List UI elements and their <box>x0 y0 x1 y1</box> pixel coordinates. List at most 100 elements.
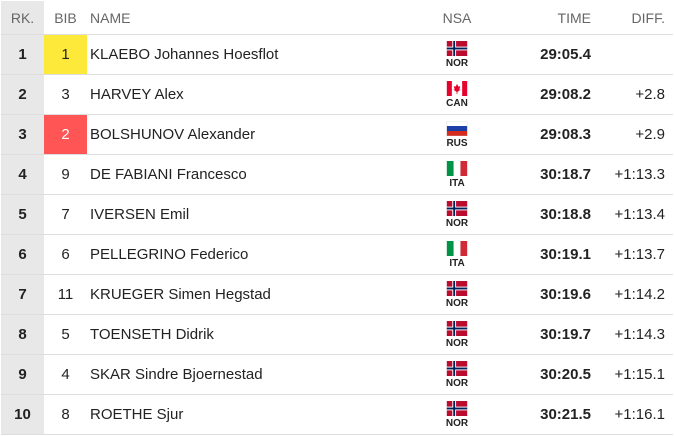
nsa-code: NOR <box>445 57 469 69</box>
time: 30:19.1 <box>487 234 593 275</box>
result-row: 3 2 BOLSHUNOV Alexander RUS 29:08.3 +2.9 <box>1 114 673 155</box>
athlete-name: BOLSHUNOV Alexander <box>87 114 427 155</box>
athlete-name: KLAEBO Johannes Hoesflot <box>87 34 427 75</box>
use <box>447 241 468 256</box>
nsa-code: RUS <box>446 137 468 149</box>
result-row: 6 6 PELLEGRINO Federico ITA 30:19.1 +1:13.7 <box>1 234 673 275</box>
time: 30:19.6 <box>487 274 593 315</box>
nsa-cell: CAN <box>427 74 487 115</box>
athlete-name: DE FABIANI Francesco <box>87 154 427 195</box>
use <box>447 41 468 56</box>
athlete-name: PELLEGRINO Federico <box>87 234 427 275</box>
athlete-name: TOENSETH Didrik <box>87 314 427 355</box>
rank: 7 <box>1 274 44 315</box>
rank: 3 <box>1 114 44 155</box>
diff: +1:14.3 <box>593 314 673 355</box>
time: 30:18.7 <box>487 154 593 195</box>
diff: +1:13.3 <box>593 154 673 195</box>
use <box>447 401 468 416</box>
diff: +1:13.7 <box>593 234 673 275</box>
athlete-name: SKAR Sindre Bjoernestad <box>87 354 427 395</box>
athlete-name: KRUEGER Simen Hegstad <box>87 274 427 315</box>
result-row: 8 5 TOENSETH Didrik NOR 30:19.7 +1:14.3 <box>1 314 673 355</box>
use <box>447 201 468 216</box>
use <box>447 121 468 136</box>
rank: 5 <box>1 194 44 235</box>
rank: 9 <box>1 354 44 395</box>
result-row: 10 8 ROETHE Sjur NOR 30:21.5 +1:16.1 <box>1 394 673 435</box>
flag-icon <box>445 401 469 416</box>
bib: 6 <box>44 234 87 275</box>
time: 29:08.2 <box>487 74 593 115</box>
nsa-code: ITA <box>449 257 465 269</box>
diff <box>593 34 673 75</box>
nsa-code: ITA <box>449 177 465 189</box>
time: 29:05.4 <box>487 34 593 75</box>
rank: 2 <box>1 74 44 115</box>
nsa-code: CAN <box>446 97 468 109</box>
nsa-code: NOR <box>445 217 469 229</box>
flag-icon <box>445 321 469 336</box>
rank: 8 <box>1 314 44 355</box>
result-row: 4 9 DE FABIANI Francesco ITA 30:18.7 +1:13.3 <box>1 154 673 195</box>
nsa-cell: NOR <box>427 354 487 395</box>
bib: 3 <box>44 74 87 115</box>
rank: 4 <box>1 154 44 195</box>
time-header: TIME <box>487 1 593 35</box>
nsa-cell: RUS <box>427 114 487 155</box>
bib: 4 <box>44 354 87 395</box>
rank: 1 <box>1 34 44 75</box>
rank: 10 <box>1 394 44 435</box>
nsa-code: NOR <box>445 297 469 309</box>
athlete-name: HARVEY Alex <box>87 74 427 115</box>
nsa-cell: NOR <box>427 194 487 235</box>
time: 30:18.8 <box>487 194 593 235</box>
flag-icon <box>445 281 469 296</box>
flag-icon <box>445 81 469 96</box>
bib: 1 <box>44 34 87 75</box>
flag-icon <box>445 201 469 216</box>
nsa-cell: NOR <box>427 314 487 355</box>
bib-header: BIB <box>44 1 87 35</box>
diff: +1:15.1 <box>593 354 673 395</box>
nsa-header: NSA <box>427 1 487 35</box>
bib: 11 <box>44 274 87 315</box>
time: 30:20.5 <box>487 354 593 395</box>
bib: 2 <box>44 114 87 155</box>
rank: 6 <box>1 234 44 275</box>
diff-header: DIFF. <box>593 1 673 35</box>
header-row: RK. BIB NAME NSA TIME DIFF. <box>1 1 673 35</box>
use <box>447 281 468 296</box>
flag-icon <box>445 121 469 136</box>
athlete-name: IVERSEN Emil <box>87 194 427 235</box>
nsa-code: NOR <box>445 417 469 429</box>
use <box>447 81 468 96</box>
use <box>447 161 468 176</box>
flag-icon <box>445 361 469 376</box>
result-row: 7 11 KRUEGER Simen Hegstad NOR 30:19.6 +1:14.… <box>1 274 673 315</box>
nsa-cell: ITA <box>427 154 487 195</box>
thead: RK. BIB NAME NSA TIME DIFF. <box>1 1 673 35</box>
time: 29:08.3 <box>487 114 593 155</box>
nsa-code: NOR <box>445 377 469 389</box>
flag-icon <box>445 161 469 176</box>
nsa-cell: ITA <box>427 234 487 275</box>
bib: 9 <box>44 154 87 195</box>
use <box>447 361 468 376</box>
result-row: 1 1 KLAEBO Johannes Hoesflot NOR 29:05.4 <box>1 34 673 75</box>
bib: 7 <box>44 194 87 235</box>
nsa-cell: NOR <box>427 274 487 315</box>
time: 30:21.5 <box>487 394 593 435</box>
result-row: 2 3 HARVEY Alex CAN 29:08.2 +2.8 <box>1 74 673 115</box>
diff: +1:16.1 <box>593 394 673 435</box>
nsa-code: NOR <box>445 337 469 349</box>
bib: 5 <box>44 314 87 355</box>
flag-icon <box>445 41 469 56</box>
athlete-name: ROETHE Sjur <box>87 394 427 435</box>
diff: +1:14.2 <box>593 274 673 315</box>
nsa-cell: NOR <box>427 34 487 75</box>
name-header: NAME <box>87 1 427 35</box>
diff: +1:13.4 <box>593 194 673 235</box>
result-row: 5 7 IVERSEN Emil NOR 30:18.8 +1:13.4 <box>1 194 673 235</box>
